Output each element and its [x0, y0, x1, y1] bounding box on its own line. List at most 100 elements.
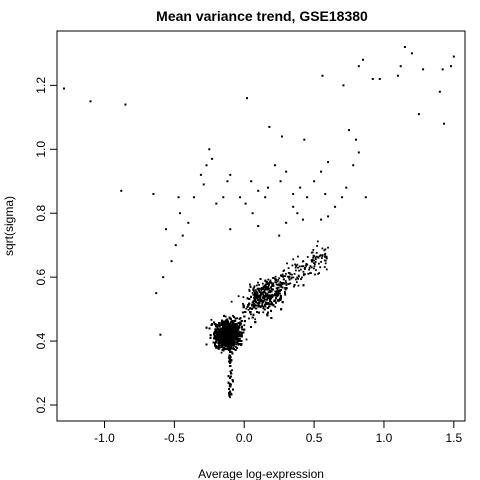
cloud-point	[279, 283, 281, 286]
data-point	[410, 52, 413, 55]
data-points	[62, 45, 455, 399]
cloud-point	[268, 305, 271, 308]
cloud-point	[241, 328, 244, 331]
data-point	[441, 68, 444, 71]
cloud-point	[231, 379, 234, 381]
cloud-point	[240, 334, 243, 337]
cloud-point	[280, 297, 282, 300]
cloud-point	[228, 393, 231, 396]
cloud-point	[246, 306, 249, 308]
cloud-point	[255, 307, 258, 310]
data-point	[342, 84, 345, 87]
cloud-point	[229, 359, 231, 362]
cloud-point	[214, 324, 217, 327]
cloud-point	[287, 283, 290, 285]
cloud-point	[237, 339, 240, 342]
cloud-point	[277, 291, 280, 294]
cloud-point	[216, 332, 219, 335]
cloud-point	[229, 396, 231, 399]
data-point	[266, 186, 269, 189]
cloud-point	[243, 320, 246, 323]
cloud-point	[224, 325, 227, 328]
cloud-point	[270, 297, 272, 300]
data-point	[257, 189, 260, 192]
data-point	[215, 202, 218, 205]
cloud-point	[217, 324, 220, 326]
data-point	[124, 103, 127, 106]
cloud-point	[217, 331, 220, 334]
data-point	[443, 122, 446, 125]
cloud-point	[231, 324, 233, 327]
cloud-point	[262, 300, 264, 303]
data-point	[292, 205, 295, 208]
cloud-point	[276, 293, 278, 296]
cloud-point	[218, 344, 221, 347]
data-point	[422, 68, 425, 71]
cloud-point	[222, 346, 225, 349]
data-point	[251, 212, 254, 215]
cloud-point	[218, 336, 221, 339]
cloud-point	[232, 346, 235, 349]
cloud-point	[245, 338, 248, 341]
cloud-point	[281, 282, 284, 284]
cloud-point	[267, 291, 270, 294]
cloud-point	[241, 311, 244, 314]
cloud-point	[235, 341, 238, 344]
cloud-point	[280, 282, 283, 284]
cloud-point	[265, 283, 268, 285]
cloud-point	[235, 323, 238, 326]
cloud-point	[216, 328, 219, 330]
data-point	[273, 164, 276, 167]
data-point	[348, 129, 351, 132]
cloud-point	[208, 327, 211, 330]
cloud-point	[233, 341, 236, 344]
cloud-point	[256, 284, 258, 287]
cloud-point	[231, 343, 234, 345]
cloud-point	[234, 333, 237, 336]
data-point	[371, 77, 374, 80]
cloud-point	[227, 344, 229, 347]
cloud-point	[220, 342, 223, 345]
cloud-point	[248, 288, 251, 291]
cloud-point	[279, 298, 282, 301]
cloud-point	[213, 333, 215, 336]
cloud-point	[220, 323, 223, 326]
cloud-point	[244, 311, 247, 313]
cloud-point	[251, 316, 254, 319]
cloud-point	[268, 303, 271, 306]
cloud-point	[257, 299, 259, 302]
data-point	[178, 212, 181, 215]
cloud-point	[227, 375, 230, 378]
cloud-point	[277, 289, 280, 292]
cloud-point	[293, 285, 295, 288]
cloud-point	[277, 292, 280, 295]
cloud-point	[238, 343, 241, 345]
cloud-point	[231, 320, 234, 322]
data-point	[239, 196, 242, 199]
cloud-point	[269, 281, 272, 284]
data-point	[279, 180, 282, 183]
data-point	[226, 180, 229, 183]
cloud-point	[230, 351, 233, 353]
cloud-point	[232, 339, 235, 342]
cloud-point	[223, 320, 226, 323]
cloud-point	[243, 328, 246, 331]
cloud-point	[227, 340, 230, 343]
cloud-point	[210, 318, 213, 321]
cloud-point	[241, 326, 243, 329]
data-point	[285, 170, 288, 173]
cloud-point	[270, 288, 273, 291]
cloud-point	[213, 335, 216, 337]
data-point	[320, 170, 323, 173]
data-point	[341, 196, 344, 199]
cloud-point	[235, 346, 237, 348]
cloud-point	[231, 369, 233, 372]
data-point	[320, 218, 323, 221]
cloud-point	[248, 317, 250, 320]
cloud-point	[271, 296, 273, 299]
cloud-point	[237, 295, 240, 298]
data-point	[174, 244, 177, 247]
data-point	[120, 189, 123, 192]
cloud-point	[249, 307, 252, 310]
cloud-point	[278, 277, 281, 280]
